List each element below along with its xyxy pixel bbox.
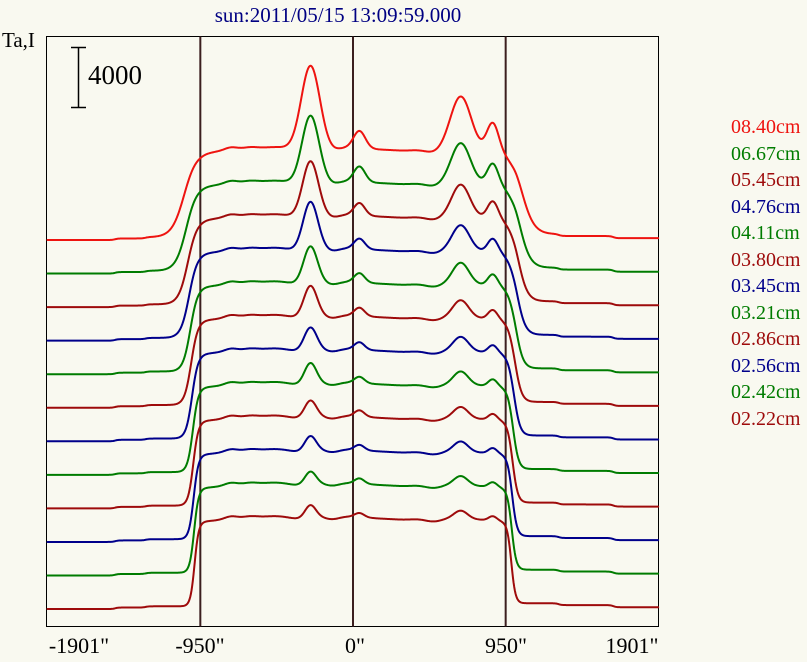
x-tick--950: -950" — [175, 633, 225, 658]
legend-item-04.76cm: 04.76cm — [731, 195, 801, 218]
legend-item-02.22cm: 02.22cm — [731, 407, 801, 430]
series-curve-05.45cm — [46, 160, 660, 309]
series-curves — [46, 64, 660, 611]
reference-lines — [199, 36, 507, 627]
legend: 08.40cm 06.67cm 05.45cm 04.76cm 04.11cm 03.80… — [731, 114, 800, 432]
legend-item-02.56cm: 02.56cm — [731, 354, 801, 377]
series-curve-04.76cm — [46, 200, 660, 342]
scale-bar-label: 4000 — [88, 60, 142, 90]
series-curve-03.21cm — [46, 362, 660, 476]
legend-item-05.45cm: 05.45cm — [731, 169, 801, 191]
legend-item-08.40cm: 08.40cm — [731, 116, 801, 138]
chart-title: sun:2011/05/15 13:09:59.000 — [214, 3, 462, 27]
x-tick-950: 950" — [485, 633, 527, 658]
legend-item-04.11cm: 04.11cm — [731, 222, 800, 244]
x-tick-1901: 1901" — [605, 633, 659, 658]
x-tick--1901: -1901" — [48, 633, 110, 658]
legend-item-03.45cm: 03.45cm — [731, 275, 801, 297]
legend-item-02.42cm: 02.42cm — [731, 381, 801, 403]
series-curve-08.40cm — [46, 64, 660, 241]
legend-item-02.86cm: 02.86cm — [731, 328, 801, 350]
legend-item-06.67cm: 06.67cm — [731, 142, 801, 165]
y-axis-label: Ta,I — [2, 28, 35, 52]
series-curve-03.80cm — [46, 284, 660, 409]
series-curve-02.86cm — [46, 399, 660, 510]
x-tick-0: 0" — [345, 633, 365, 658]
scale-bar — [71, 46, 86, 109]
legend-item-03.21cm: 03.21cm — [731, 301, 801, 324]
series-curve-04.11cm — [46, 245, 660, 376]
legend-item-03.80cm: 03.80cm — [731, 248, 801, 271]
series-curve-02.22cm — [46, 504, 660, 611]
series-curve-03.45cm — [46, 326, 660, 443]
series-curve-02.56cm — [46, 435, 660, 543]
series-curve-06.67cm — [46, 114, 660, 275]
series-curve-02.42cm — [46, 470, 660, 577]
